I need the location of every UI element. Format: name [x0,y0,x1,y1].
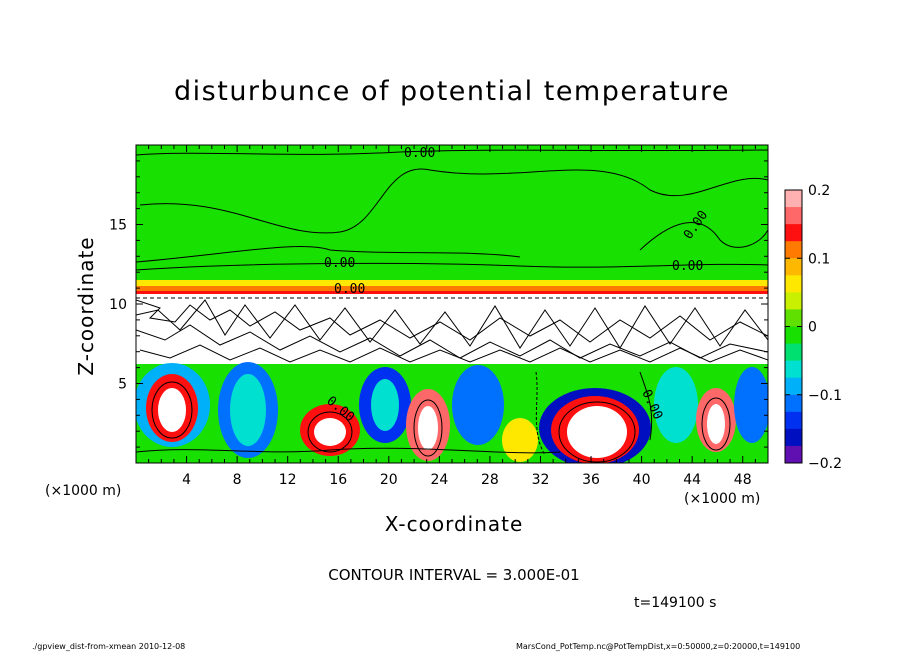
upper-contour [136,246,521,263]
inversion-red [136,291,768,294]
x-tick-label: 36 [582,472,600,488]
colorbar-tick-label: 0 [808,320,817,336]
cell-white [418,406,438,450]
contour-label: 0.00 [324,256,355,271]
colorbar-swatch [785,258,802,276]
z-tick-label: 15 [109,218,127,234]
lower-contour [307,411,353,453]
contour-label: 0.00 [404,146,435,161]
inversion-orange [136,286,768,291]
colorbar-swatch [785,224,802,242]
footer-left: ./gpview_dist-from-xmean 2010-12-08 [32,642,186,651]
chart-title: disturbunce of potential temperature [174,76,730,107]
lower-contour [701,397,731,451]
upper-contour [136,149,768,156]
upper-contour [136,262,768,271]
cell-cyan [371,379,399,431]
x-tick-label: 48 [734,472,752,488]
footer-right: MarsCond_PotTemp.nc@PotTempDist,x=0:5000… [516,642,801,651]
colorbar-tick-label: −0.2 [808,456,842,472]
x-axis-label: X-coordinate [384,512,524,536]
field-layer [136,145,768,463]
colorbar-swatch [785,309,802,327]
turbulent-scribble-line [136,299,768,349]
colorbar-swatch [785,445,802,464]
x-tick-label: 32 [532,472,550,488]
x-tick-label: 44 [683,472,701,488]
lower-contour [639,371,653,441]
x-tick-label: 40 [633,472,651,488]
colorbar-swatch [785,292,802,310]
x-tick-label: 16 [329,472,347,488]
colorbar-swatch [785,343,802,362]
cell-white [314,418,346,446]
lower-contour [151,381,193,439]
cell-blue [452,365,504,445]
colorbar-swatch [785,241,802,259]
turbulent-scribble-line [139,344,768,363]
contour-label: 0.00 [334,282,365,297]
cell-white [567,406,627,458]
lower-contour [535,371,546,456]
time-label: t=149100 s [634,595,717,611]
colorbar-swatch [785,326,802,345]
lower-contour [136,447,561,454]
colorbar-tick-label: 0.2 [808,183,830,199]
colorbar-tick-label: −0.1 [808,388,842,404]
cell-blue [734,367,768,443]
cell-white [707,404,725,444]
colorbar-swatch [785,207,802,225]
colorbar-swatch [785,275,802,293]
turbulent-scribble-line [136,324,768,359]
colorbar-swatch [785,360,802,379]
x-tick-label: 20 [380,472,398,488]
contour-label: 0.00 [672,259,703,274]
contour-interval: CONTOUR INTERVAL = 3.000E-01 [328,566,580,584]
inversion-yellow [136,280,768,286]
lower-contour [558,401,636,463]
colorbar-swatch [785,377,802,396]
cell-yellow [502,418,538,462]
lower-contour [413,399,443,457]
z-tick-label: 5 [118,377,127,393]
z-tick-label: 10 [109,297,127,313]
turbulent-scribble [136,297,768,363]
x-tick-label: 8 [233,472,242,488]
upper-contour [139,168,768,234]
turbulent-scribble-line [136,299,768,343]
colorbar-tick-label: 0.1 [808,251,830,267]
x-tick-label: 12 [279,472,297,488]
cell-white [158,388,186,432]
colorbar-swatch [785,394,802,413]
x-tick-label: 4 [182,472,191,488]
cell-cyan [230,374,266,446]
colorbar-swatch [785,190,802,208]
colorbar: 0.2 0.1 0 −0.1 −0.2 [784,183,842,472]
colorbar-swatch [785,411,802,430]
y-axis-label: Z-coordinate [74,236,98,376]
x-tick-label: 28 [481,472,499,488]
cell-cyan [654,367,698,443]
z-unit-label: (×1000 m) [45,483,122,499]
lower-contours [136,371,731,463]
x-unit-label: (×1000 m) [684,491,761,507]
upper-contour [639,222,768,251]
x-tick-label: 24 [430,472,448,488]
colorbar-swatch [785,428,802,447]
